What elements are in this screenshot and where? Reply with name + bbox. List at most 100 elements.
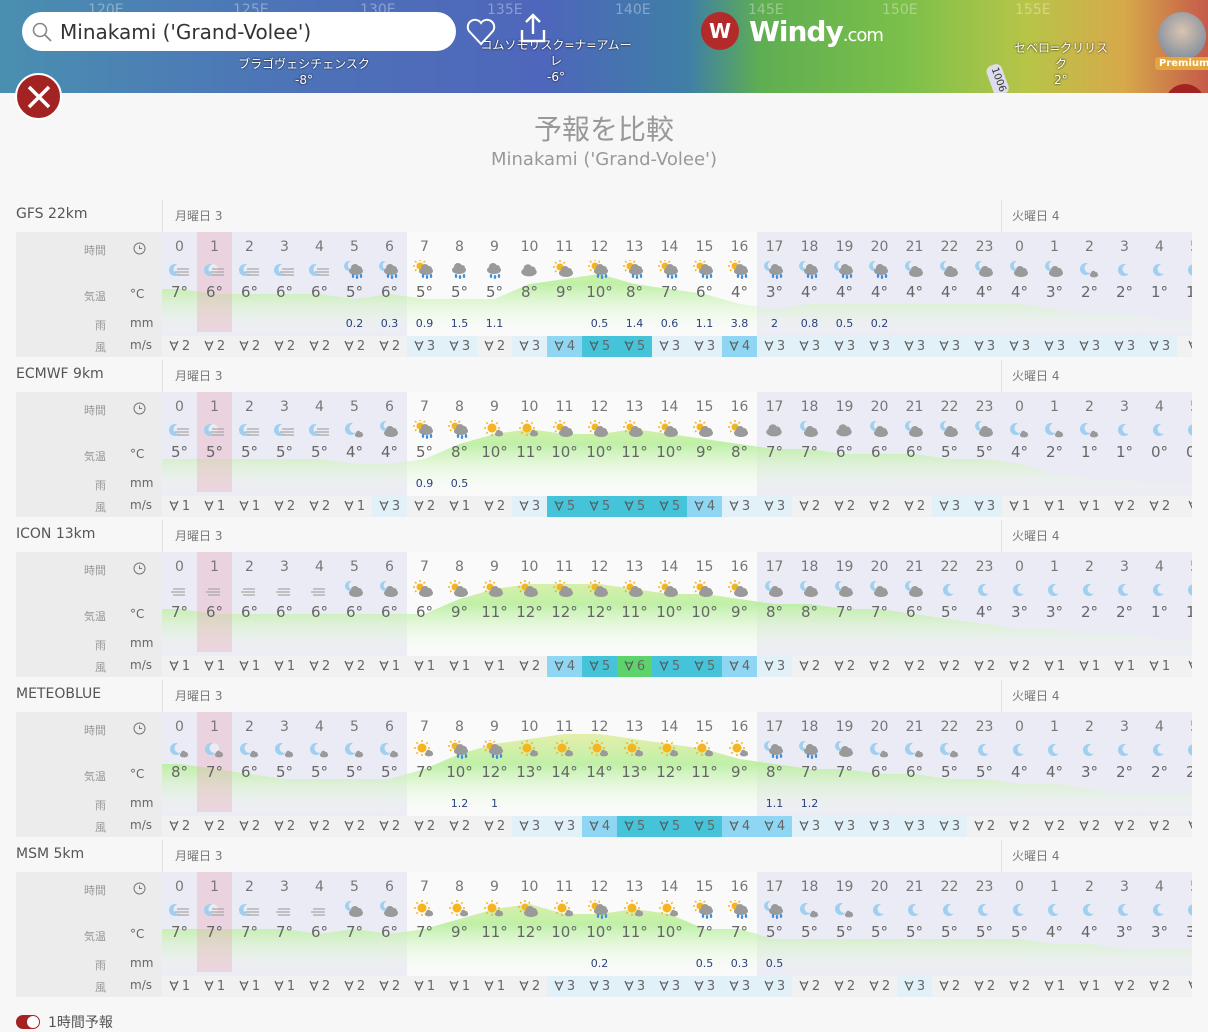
hour-column[interactable]: 6 6 2: [372, 872, 407, 997]
hour-column[interactable]: 21 6 2: [897, 552, 932, 677]
hour-column[interactable]: 4 0 2: [1142, 392, 1177, 517]
hour-column[interactable]: 0 4 3: [1002, 232, 1037, 357]
hour-column[interactable]: 3 6 2: [267, 232, 302, 357]
hour-column[interactable]: 13 11 5: [617, 392, 652, 517]
hour-column[interactable]: 1 4 2: [1037, 712, 1072, 837]
hour-column[interactable]: 0 4 1: [1002, 392, 1037, 517]
hour-column[interactable]: 5 7 2: [337, 872, 372, 997]
hour-column[interactable]: 4 5 2: [302, 392, 337, 517]
hour-column[interactable]: 17 5 0.5 3: [757, 872, 792, 997]
hour-column[interactable]: 15 9 4: [687, 392, 722, 517]
hourly-forecast-toggle[interactable]: 1時間予報: [16, 1012, 113, 1032]
user-avatar[interactable]: [1158, 12, 1206, 60]
hour-column[interactable]: 14 12 5: [652, 712, 687, 837]
search-box[interactable]: [22, 12, 456, 51]
hour-column[interactable]: 4 5 2: [302, 712, 337, 837]
map-city-label[interactable]: ブラゴヴェシチェンスク -8°: [232, 56, 376, 88]
hour-column[interactable]: 23 5 2: [967, 872, 1002, 997]
hour-column[interactable]: 23 4 2: [967, 552, 1002, 677]
hour-column[interactable]: 2 4 1: [1072, 872, 1107, 997]
hour-column[interactable]: 10 13 3: [512, 712, 547, 837]
hour-column[interactable]: 16 7 0.3 3: [722, 872, 757, 997]
hour-column[interactable]: 11 10 5: [547, 392, 582, 517]
hour-column[interactable]: 23 5 3: [967, 392, 1002, 517]
hour-column[interactable]: 3 2 2: [1107, 712, 1142, 837]
hour-column[interactable]: 2 6 2: [232, 712, 267, 837]
hour-column[interactable]: 14 7 0.6 3: [652, 232, 687, 357]
hour-column[interactable]: 5 0: [1177, 392, 1192, 517]
hour-column[interactable]: 20 5 2: [862, 872, 897, 997]
hour-column[interactable]: 15 11 5: [687, 712, 722, 837]
hour-column[interactable]: 1 6 2: [197, 232, 232, 357]
hour-column[interactable]: 21 5 3: [897, 872, 932, 997]
hour-column[interactable]: 5 5 2: [337, 712, 372, 837]
hour-column[interactable]: 7 5 0.9 3: [407, 232, 442, 357]
menu-button[interactable]: [1165, 84, 1205, 93]
hour-column[interactable]: 10 8 3: [512, 232, 547, 357]
share-icon[interactable]: [518, 12, 548, 44]
hour-column[interactable]: 4 6 2: [302, 872, 337, 997]
hour-column[interactable]: 16 9 4: [722, 712, 757, 837]
hour-column[interactable]: 3 2 1: [1107, 552, 1142, 677]
hour-column[interactable]: 12 10 0.5 5: [582, 232, 617, 357]
hour-column[interactable]: 0 4 2: [1002, 712, 1037, 837]
hour-column[interactable]: 7 7 2: [407, 712, 442, 837]
hour-column[interactable]: 14 10 3: [652, 872, 687, 997]
hour-column[interactable]: 3 7 1: [267, 872, 302, 997]
hour-column[interactable]: 22 4 3: [932, 232, 967, 357]
hour-column[interactable]: 5 5 0.2 2: [337, 232, 372, 357]
hour-column[interactable]: 12 14 4: [582, 712, 617, 837]
hour-column[interactable]: 11 9 4: [547, 232, 582, 357]
hour-column[interactable]: 3 2 3: [1107, 232, 1142, 357]
hour-column[interactable]: 2 1 1: [1072, 392, 1107, 517]
hour-column[interactable]: 12 10 5: [582, 392, 617, 517]
search-input[interactable]: [60, 19, 440, 44]
hour-column[interactable]: 8 10 1.2 2: [442, 712, 477, 837]
hour-column[interactable]: 20 6 3: [862, 712, 897, 837]
hour-column[interactable]: 17 8 1.1 4: [757, 712, 792, 837]
hour-column[interactable]: 3 5 2: [267, 712, 302, 837]
hour-column[interactable]: 16 4 3.8 4: [722, 232, 757, 357]
hour-column[interactable]: 12 12 5: [582, 552, 617, 677]
hour-column[interactable]: 20 4 0.2 3: [862, 232, 897, 357]
hour-column[interactable]: 0 5 2: [1002, 872, 1037, 997]
hour-column[interactable]: 7 7 1: [407, 872, 442, 997]
hour-column[interactable]: 5 4 1: [337, 392, 372, 517]
hour-column[interactable]: 13 13 5: [617, 712, 652, 837]
hour-column[interactable]: 1 4 1: [1037, 872, 1072, 997]
hour-column[interactable]: 7 6 1: [407, 552, 442, 677]
hour-column[interactable]: 23 5 2: [967, 712, 1002, 837]
hour-column[interactable]: 19 7 3: [827, 712, 862, 837]
hour-column[interactable]: 4 1 1: [1142, 552, 1177, 677]
hour-column[interactable]: 1 5 1: [197, 392, 232, 517]
hour-column[interactable]: 13 8 1.4 5: [617, 232, 652, 357]
hour-column[interactable]: 11 10 3: [547, 872, 582, 997]
hour-column[interactable]: 23 4 3: [967, 232, 1002, 357]
hour-column[interactable]: 22 5 2: [932, 552, 967, 677]
hour-column[interactable]: 13 11 6: [617, 552, 652, 677]
hour-column[interactable]: 22 5 2: [932, 872, 967, 997]
hour-column[interactable]: 2 7 1: [232, 872, 267, 997]
hour-column[interactable]: 18 4 0.8 3: [792, 232, 827, 357]
hour-column[interactable]: 19 7 2: [827, 552, 862, 677]
hour-column[interactable]: 19 4 0.5 3: [827, 232, 862, 357]
hour-column[interactable]: 18 7 2: [792, 392, 827, 517]
hour-column[interactable]: 3 1 2: [1107, 392, 1142, 517]
hour-column[interactable]: 21 4 3: [897, 232, 932, 357]
hour-column[interactable]: 6 6 1: [372, 552, 407, 677]
hour-column[interactable]: 9 10 2: [477, 392, 512, 517]
hour-column[interactable]: 9 5 1.1 2: [477, 232, 512, 357]
hour-column[interactable]: 2 6 2: [232, 232, 267, 357]
hour-column[interactable]: 19 5 2: [827, 872, 862, 997]
hour-column[interactable]: 10 12 2: [512, 552, 547, 677]
hour-column[interactable]: 15 10 5: [687, 552, 722, 677]
hour-column[interactable]: 2 2 1: [1072, 552, 1107, 677]
hour-column[interactable]: 15 7 0.5 3: [687, 872, 722, 997]
hour-column[interactable]: 13 11 3: [617, 872, 652, 997]
hour-column[interactable]: 17 7 3: [757, 392, 792, 517]
hour-column[interactable]: 5 6 2: [337, 552, 372, 677]
hour-column[interactable]: 8 9 1: [442, 872, 477, 997]
hour-column[interactable]: 12 10 0.2 3: [582, 872, 617, 997]
hour-column[interactable]: 1 6 1: [197, 552, 232, 677]
